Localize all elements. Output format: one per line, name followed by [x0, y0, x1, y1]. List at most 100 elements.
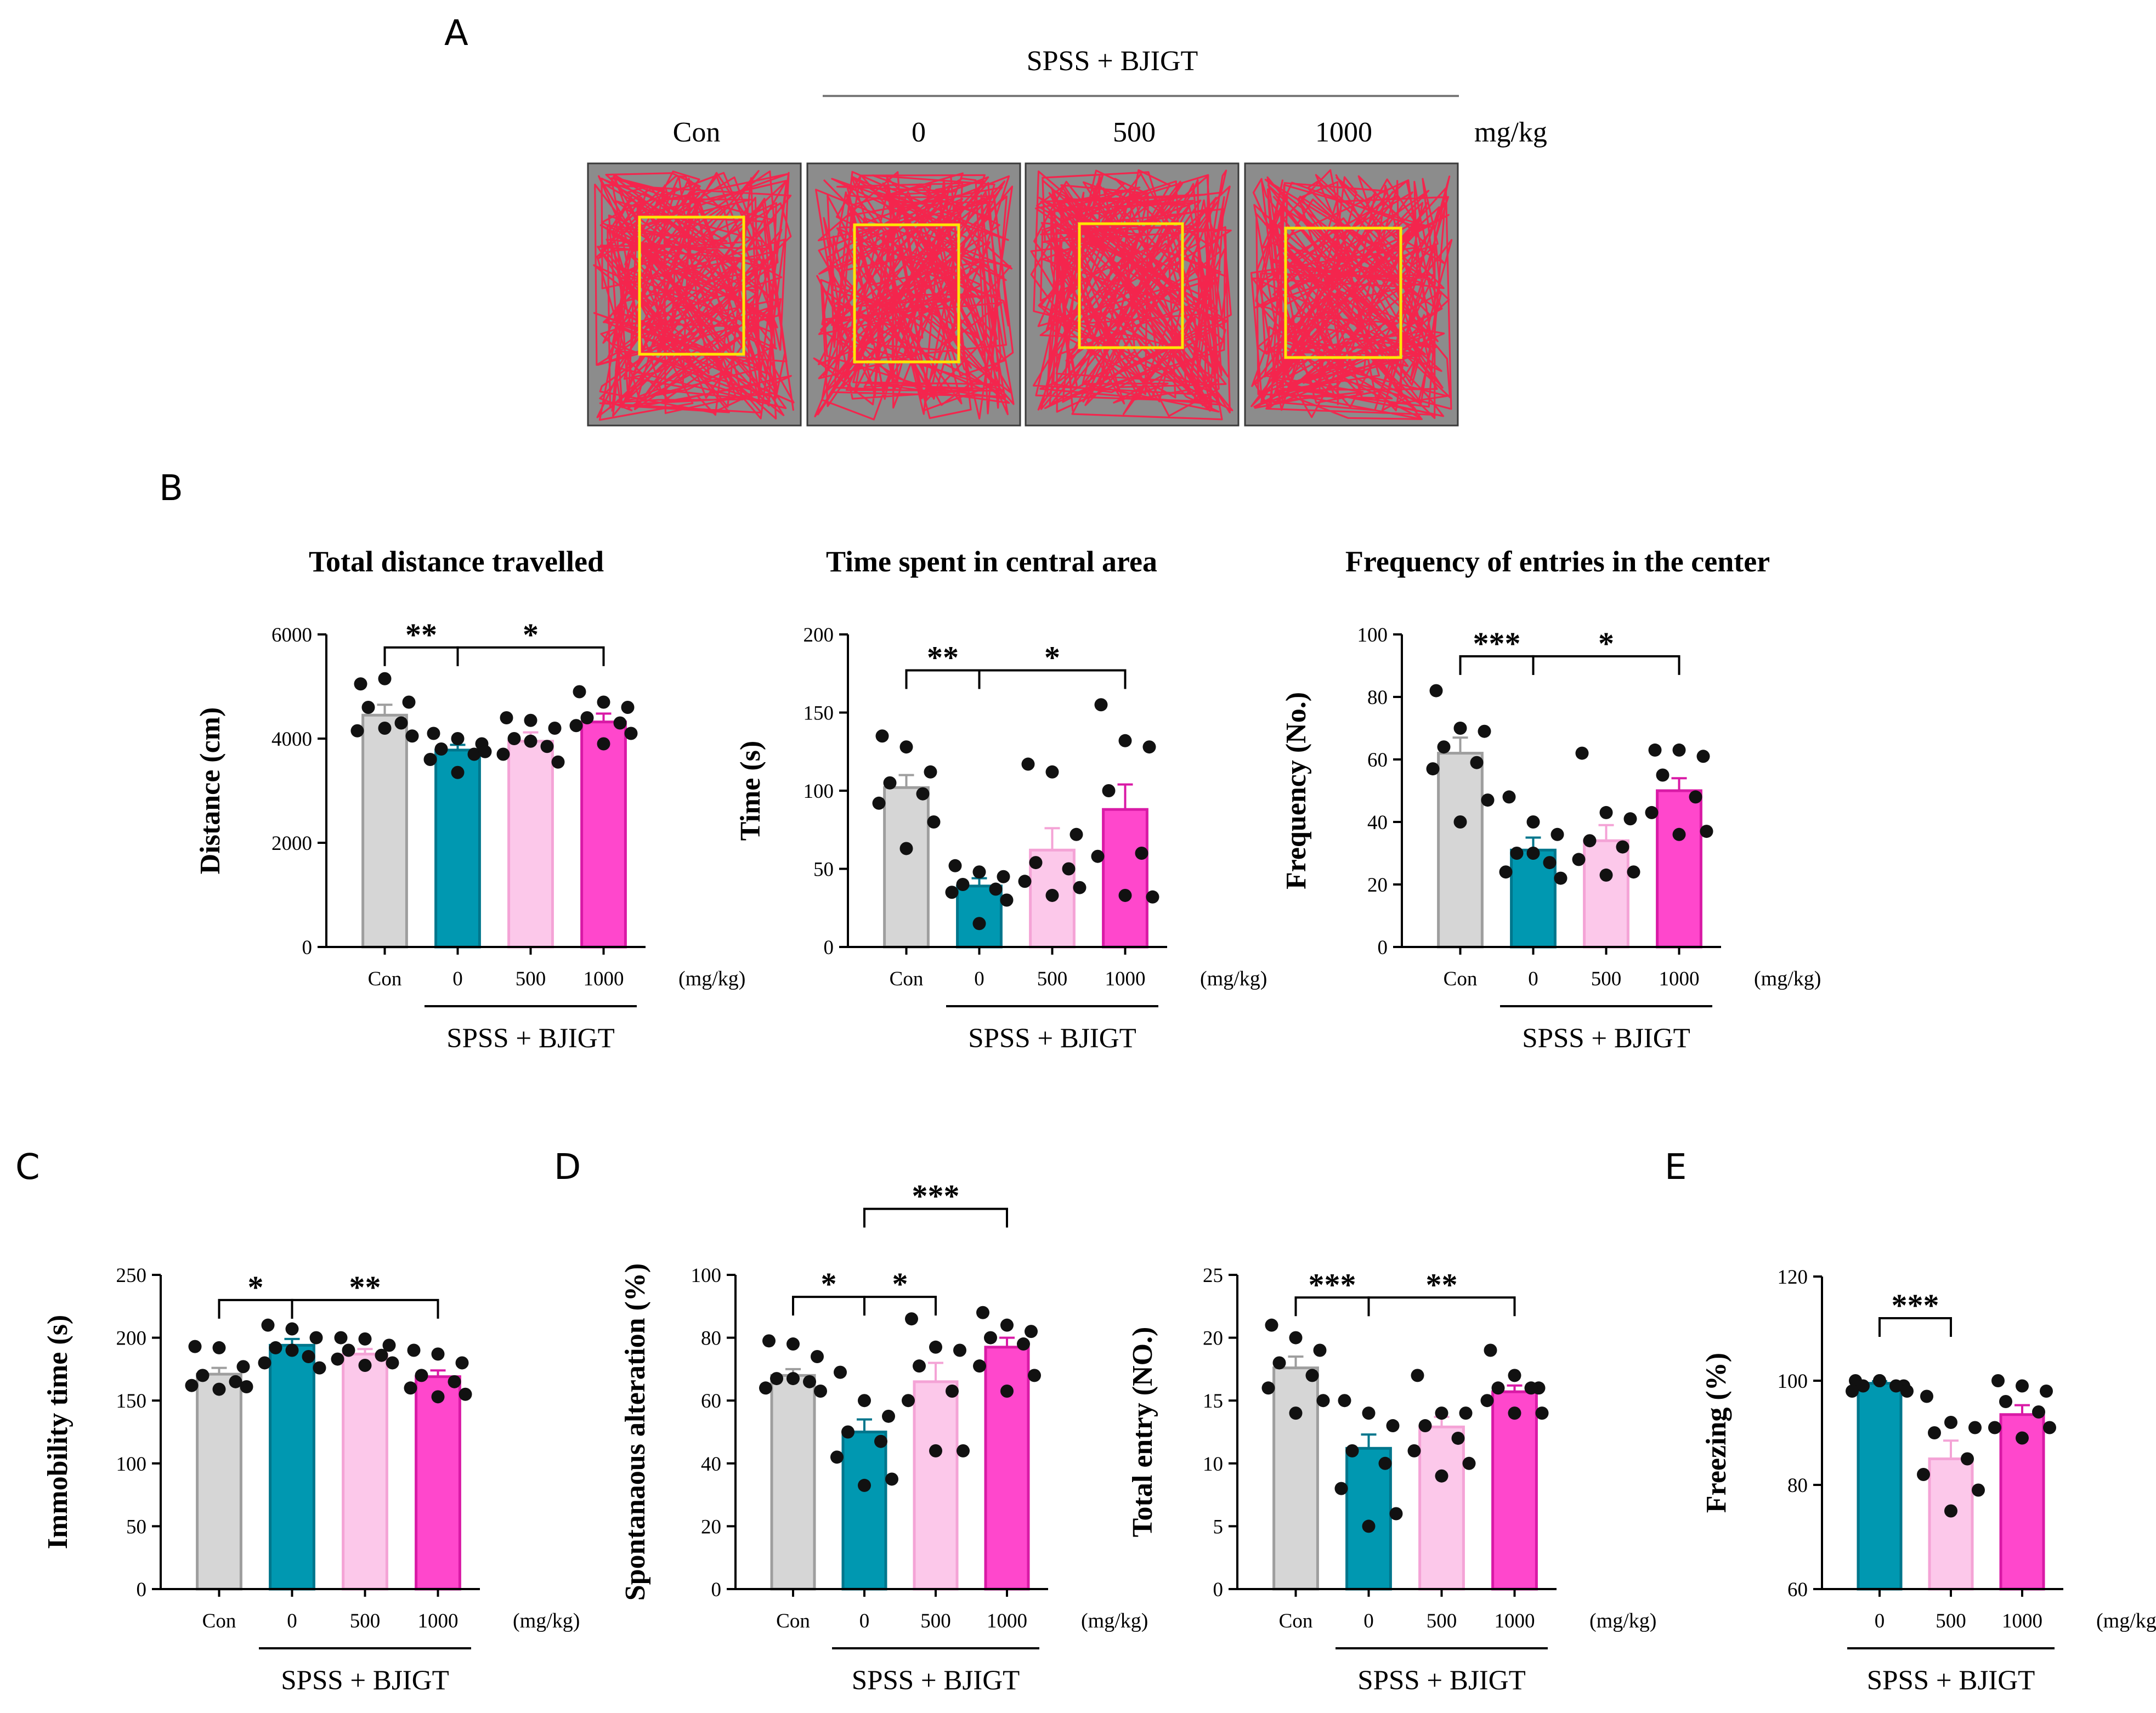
data-point — [451, 765, 465, 779]
unit-label: (mg/kg) — [1589, 1609, 1656, 1632]
data-point — [1459, 1406, 1473, 1420]
significance-stars: ** — [927, 640, 959, 676]
chart-title: Total distance travelled — [309, 545, 604, 578]
data-point — [1118, 734, 1132, 747]
y-tick-label: 100 — [116, 1453, 147, 1476]
panel-a-group-label: SPSS + BJIGT — [1027, 46, 1198, 77]
y-tick-label: 0 — [302, 937, 313, 959]
chart-total_entry: Total entry (NO.) 0 5 10 15 20 25 Con 0 500 1000 (m… — [1127, 1264, 1656, 1696]
chart-freezing: Freezing (%) 60 80 100 120 0 500 1000 (mg/kg) SPS… — [1701, 1266, 2156, 1696]
data-point — [427, 727, 440, 740]
bar — [1656, 789, 1702, 949]
data-point — [1018, 875, 1032, 888]
significance-stars: ** — [1426, 1267, 1458, 1302]
data-point — [1102, 784, 1116, 797]
bar — [984, 1346, 1030, 1591]
data-point — [1526, 815, 1540, 829]
arena-500 — [1025, 162, 1240, 427]
data-point — [1524, 1381, 1538, 1395]
data-point — [929, 1340, 942, 1354]
data-point — [2032, 1405, 2045, 1419]
data-point — [394, 716, 408, 730]
data-point — [448, 1375, 461, 1388]
data-point — [1272, 1356, 1286, 1370]
data-point — [240, 1380, 253, 1393]
data-point — [1554, 871, 1568, 885]
data-point — [1991, 1374, 2005, 1387]
y-tick-label: 20 — [1203, 1328, 1223, 1350]
data-point — [759, 1381, 772, 1395]
data-point — [354, 677, 367, 691]
bar — [1102, 808, 1148, 949]
significance-bracket — [863, 1207, 1008, 1228]
bar — [770, 1374, 816, 1591]
bar — [883, 786, 930, 949]
data-point — [946, 1385, 959, 1398]
arena-center-zone — [1284, 226, 1402, 359]
data-point — [1073, 881, 1087, 894]
data-point — [212, 1382, 226, 1396]
y-tick-label: 15 — [1203, 1390, 1223, 1413]
data-point — [1846, 1385, 1859, 1398]
data-point — [1029, 856, 1043, 870]
bar — [1928, 1457, 1974, 1591]
data-point — [261, 1318, 275, 1332]
x-tick-label: 1000 — [1495, 1610, 1535, 1632]
significance-stars: *** — [1473, 626, 1521, 661]
significance-stars: * — [1598, 626, 1614, 661]
data-point — [1411, 1369, 1424, 1382]
data-point — [1017, 1337, 1030, 1351]
unit-label: (mg/kg) — [1200, 967, 1267, 990]
x-tick-label: Con — [1279, 1610, 1313, 1632]
arena-1000 — [1244, 162, 1459, 427]
data-point — [1616, 840, 1629, 854]
data-point — [1021, 757, 1035, 771]
data-point — [1502, 790, 1516, 804]
data-point — [451, 732, 465, 745]
significance-stars: * — [821, 1266, 837, 1302]
x-tick-label: 1000 — [1659, 968, 1700, 990]
data-point — [1265, 1318, 1278, 1332]
significance-stars: ** — [405, 617, 437, 653]
bar — [1418, 1425, 1465, 1591]
significance-bracket — [456, 646, 605, 666]
data-point — [1700, 825, 1713, 838]
data-point — [229, 1375, 242, 1388]
arena-track-path — [813, 171, 1015, 421]
data-point — [467, 747, 481, 761]
data-point — [285, 1343, 299, 1357]
group-label: SPSS + BJIGT — [446, 1023, 615, 1054]
bar — [361, 713, 408, 949]
arena-center-zone — [638, 215, 745, 356]
data-point — [989, 882, 1003, 896]
y-tick-label: 20 — [1367, 874, 1388, 897]
data-point — [875, 729, 889, 743]
data-point — [548, 722, 562, 735]
data-point — [378, 672, 392, 685]
y-tick-label: 60 — [701, 1390, 721, 1413]
significance-bracket — [1367, 1296, 1516, 1317]
x-tick-label: 0 — [452, 968, 463, 990]
panel-a-header-500: 500 — [1113, 117, 1156, 148]
data-point — [902, 1394, 915, 1408]
x-tick-label: Con — [368, 968, 402, 990]
data-point — [957, 1444, 970, 1457]
bar — [196, 1372, 242, 1591]
panel-letter-a: A — [444, 13, 468, 54]
data-point — [1889, 1379, 1903, 1393]
x-tick-label: 500 — [1427, 1610, 1457, 1632]
bar — [434, 748, 481, 949]
x-tick-label: 0 — [1528, 968, 1538, 990]
data-point — [1025, 1325, 1038, 1338]
y-tick-label: 200 — [803, 624, 834, 646]
unit-label: (mg/kg) — [2096, 1609, 2156, 1632]
data-point — [1462, 1456, 1476, 1470]
data-point — [269, 1341, 282, 1354]
data-point — [885, 1472, 898, 1486]
data-point — [361, 701, 375, 714]
data-point — [342, 1343, 355, 1357]
group-label: SPSS + BJIGT — [968, 1023, 1136, 1054]
data-point — [334, 1331, 348, 1345]
y-tick-label: 100 — [691, 1264, 722, 1287]
